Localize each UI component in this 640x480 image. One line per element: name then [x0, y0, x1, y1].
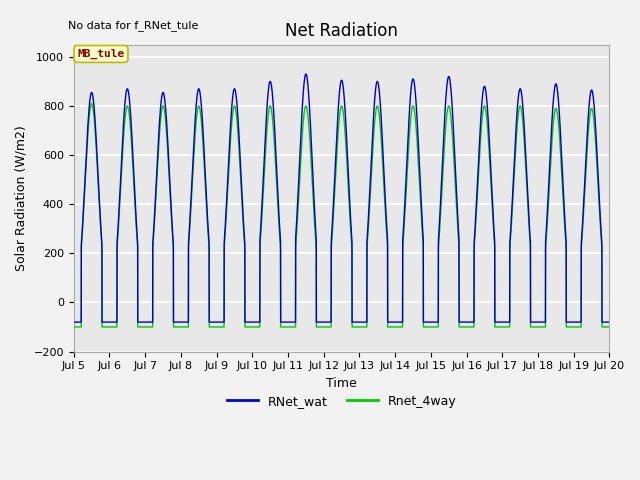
- Text: No data for f_RNet_tule: No data for f_RNet_tule: [68, 20, 199, 31]
- Title: Net Radiation: Net Radiation: [285, 22, 398, 40]
- X-axis label: Time: Time: [326, 377, 357, 390]
- Text: MB_tule: MB_tule: [77, 49, 125, 59]
- Y-axis label: Solar Radiation (W/m2): Solar Radiation (W/m2): [15, 125, 28, 271]
- Legend: RNet_wat, Rnet_4way: RNet_wat, Rnet_4way: [221, 390, 461, 413]
